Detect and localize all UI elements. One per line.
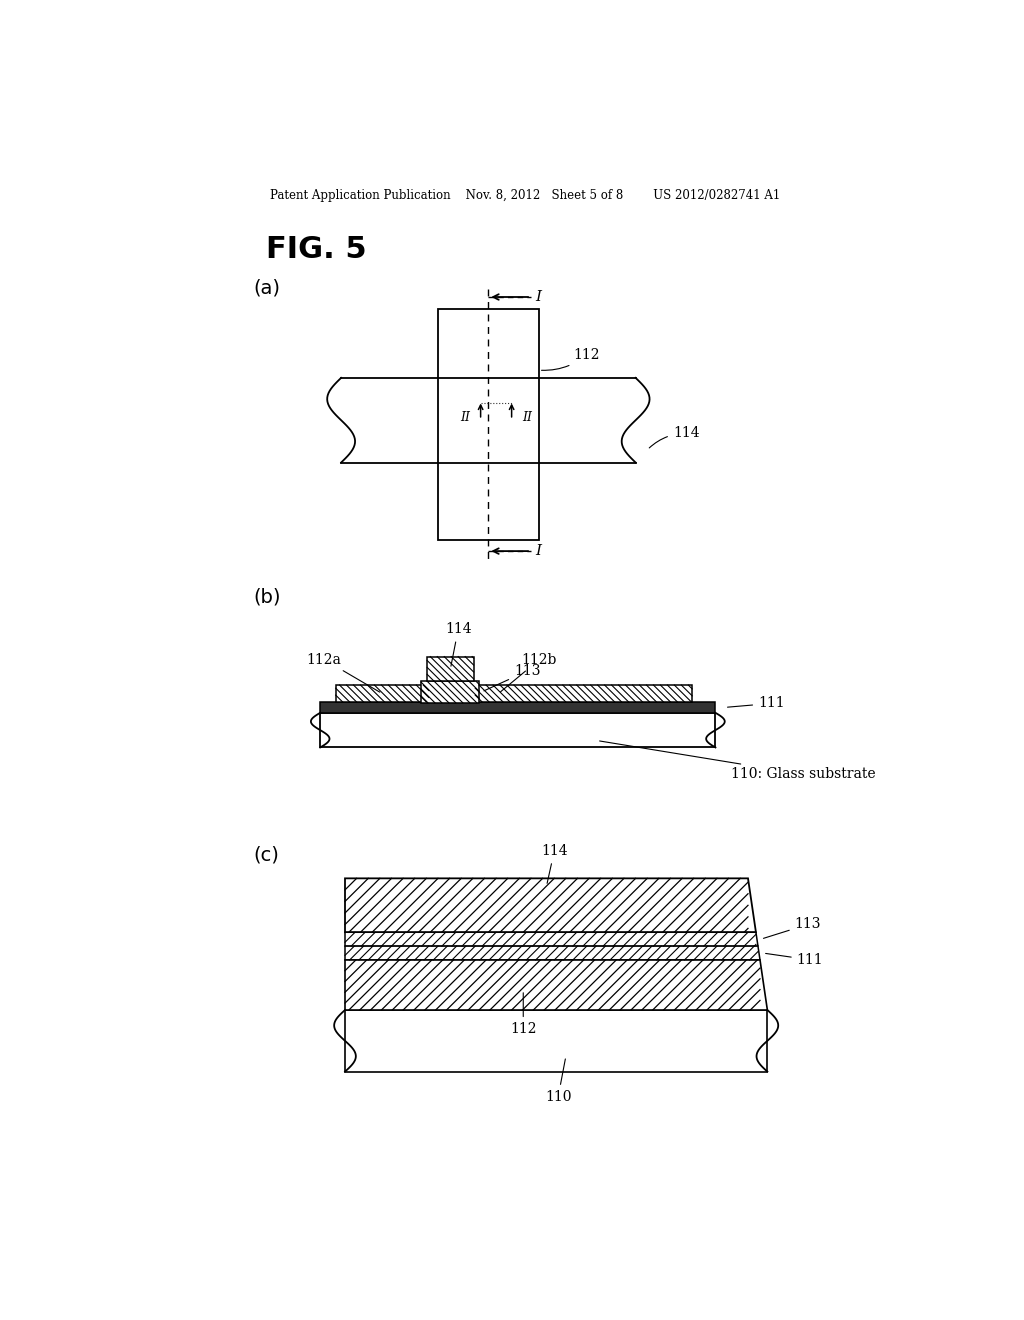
Text: II: II (522, 411, 532, 424)
Text: 113: 113 (484, 664, 541, 690)
Polygon shape (345, 878, 756, 932)
Text: I: I (535, 544, 541, 558)
Polygon shape (427, 656, 474, 681)
Text: 111: 111 (727, 697, 784, 710)
Text: 111: 111 (766, 953, 823, 966)
Text: 114: 114 (541, 845, 567, 883)
Text: FIG. 5: FIG. 5 (266, 235, 367, 264)
Text: I: I (535, 290, 541, 304)
Text: Patent Application Publication    Nov. 8, 2012   Sheet 5 of 8        US 2012/028: Patent Application Publication Nov. 8, 2… (269, 189, 780, 202)
Text: 110: Glass substrate: 110: Glass substrate (600, 741, 876, 781)
Polygon shape (421, 681, 479, 702)
Polygon shape (336, 685, 429, 702)
Polygon shape (345, 960, 767, 1010)
Text: (a): (a) (254, 279, 281, 297)
Text: 113: 113 (764, 917, 821, 939)
Polygon shape (321, 713, 716, 747)
Text: (c): (c) (254, 846, 280, 865)
Text: 110: 110 (545, 1059, 571, 1104)
Polygon shape (345, 932, 758, 946)
Text: 112a: 112a (306, 652, 380, 692)
Polygon shape (321, 702, 716, 713)
Polygon shape (345, 1010, 767, 1072)
Text: 112b: 112b (501, 652, 557, 692)
Text: (b): (b) (254, 587, 281, 607)
Text: 114: 114 (444, 623, 471, 667)
Text: 114: 114 (649, 426, 699, 447)
Text: II: II (460, 411, 470, 424)
Text: 112: 112 (542, 347, 600, 371)
Text: 112: 112 (510, 993, 537, 1036)
Polygon shape (345, 946, 760, 960)
Polygon shape (475, 685, 692, 702)
